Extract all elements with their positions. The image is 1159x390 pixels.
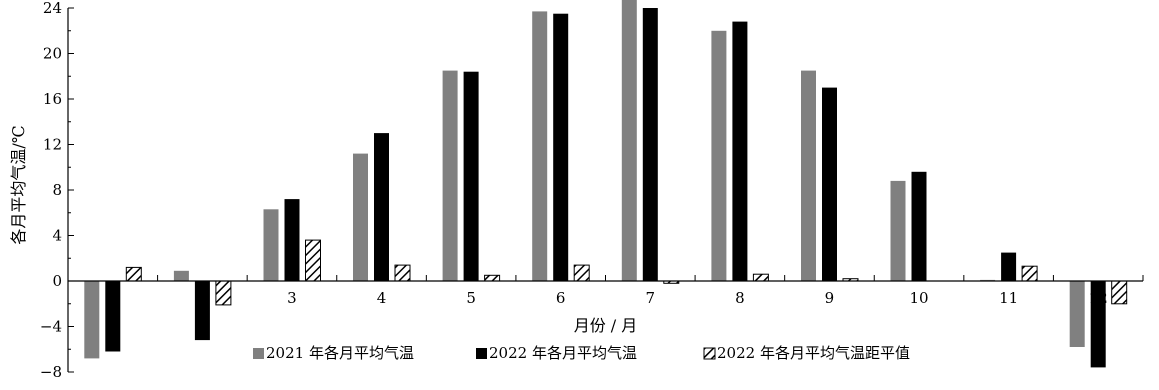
bar-s2-m12 [1090, 281, 1106, 368]
axes-layer [67, 7, 1144, 373]
bar-s2-m11 [1001, 252, 1017, 281]
y-tick-label: 4 [52, 227, 62, 245]
legend-label-s1: 2021 年各月平均气温 [266, 344, 414, 362]
x-tick-label: 4 [377, 289, 387, 307]
x-tick-label: 5 [466, 289, 476, 307]
bar-s1-m2 [173, 270, 189, 281]
x-tick-label: 1 [108, 289, 118, 307]
x-tick-label: 2 [198, 289, 208, 307]
bar-s2-m6 [553, 13, 569, 281]
bar-s3-m5 [484, 274, 501, 282]
x-tick-label: 12 [1089, 289, 1108, 307]
legend-label-s2: 2022 年各月平均气温 [489, 344, 637, 362]
bar-s2-m5 [463, 71, 479, 281]
bar-s1-m12 [1069, 281, 1085, 347]
y-axis-title: 各月平均气温/℃ [9, 125, 28, 244]
y-tick-label: 12 [43, 136, 62, 154]
x-tick-label: 7 [646, 289, 656, 307]
legend-swatch-s1 [253, 348, 264, 359]
legend-swatch-s3 [703, 347, 716, 360]
bar-s3-m6 [573, 264, 590, 282]
bar-s1-m5 [442, 70, 458, 281]
bar-s2-m2 [194, 281, 210, 341]
bar-s1-m10 [890, 180, 906, 281]
y-tick-label: 0 [52, 272, 62, 290]
x-tick-label: 10 [909, 289, 928, 307]
y-tick-label: 20 [43, 45, 62, 63]
bars-layer [84, 0, 1128, 368]
y-tick-label: 24 [43, 0, 62, 17]
y-tick-label: −8 [40, 363, 62, 381]
x-tick-label: 3 [287, 289, 297, 307]
bar-s3-m11 [1021, 265, 1038, 282]
legend: 2021 年各月平均气温 2022 年各月平均气温 2022 年各月平均气温距平值 [253, 344, 910, 362]
legend-label-s3: 2022 年各月平均气温距平值 [717, 344, 910, 362]
bar-s2-m8 [732, 21, 748, 281]
bar-s3-m2 [215, 280, 232, 306]
x-tick-label: 11 [999, 289, 1018, 307]
bar-s1-m3 [263, 209, 279, 281]
bar-s1-m6 [532, 11, 548, 282]
bar-s3-m3 [305, 239, 321, 282]
y-tick-label: 16 [43, 90, 62, 108]
x-tick-label: 9 [825, 289, 835, 307]
bar-s1-m7 [621, 0, 637, 281]
bar-s2-m7 [642, 8, 658, 281]
bar-s3-m12 [1111, 280, 1128, 305]
bar-s2-m3 [284, 199, 300, 281]
bar-s2-m4 [374, 133, 389, 281]
bar-s1-m9 [801, 70, 816, 281]
bar-s1-m1 [84, 281, 100, 359]
legend-swatch-s2 [476, 348, 487, 359]
bar-s3-m4 [394, 264, 411, 282]
bar-s2-m10 [911, 171, 927, 281]
bar-s2-m1 [105, 281, 121, 352]
bar-s1-m4 [353, 153, 368, 281]
bar-s3-m1 [125, 266, 142, 282]
bar-s2-m9 [822, 87, 837, 281]
bar-s1-m8 [711, 30, 727, 282]
y-tick-label: 8 [52, 181, 62, 199]
x-axis-title: 月份 / 月 [574, 316, 638, 335]
y-tick-label: −4 [40, 318, 62, 336]
bar-s3-m8 [752, 273, 769, 282]
x-tick-label: 6 [556, 289, 566, 307]
x-tick-label: 8 [735, 289, 745, 307]
